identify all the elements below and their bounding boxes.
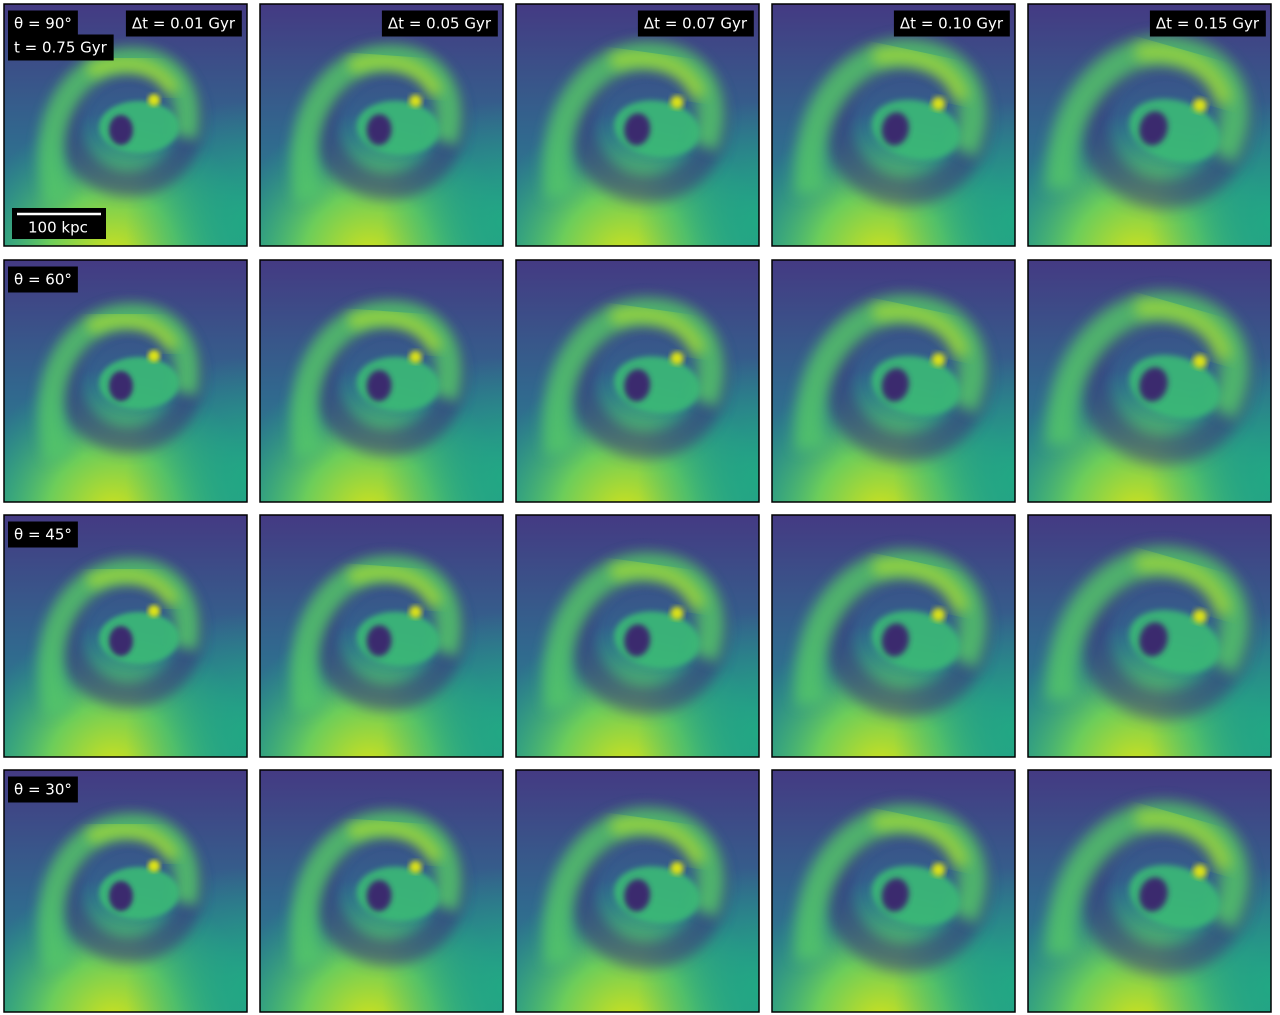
- label-text: θ = 30°: [14, 781, 72, 799]
- label-text: θ = 45°: [14, 526, 72, 544]
- panel: [4, 770, 247, 1012]
- label-text: Δt = 0.07 Gyr: [644, 15, 748, 33]
- panel: [4, 515, 247, 757]
- panel: [516, 260, 759, 502]
- panel: [1028, 515, 1271, 757]
- core-spot: [148, 350, 160, 362]
- label-text: θ = 90°: [14, 15, 72, 33]
- label-text: 100 kpc: [28, 219, 88, 237]
- core-spot: [148, 860, 160, 872]
- panel: [4, 260, 247, 502]
- label-box: Δt = 0.15 Gyr: [1150, 11, 1266, 37]
- panel: [1028, 770, 1271, 1012]
- core-hole: [109, 626, 133, 656]
- label-box: Δt = 0.01 Gyr: [126, 11, 242, 37]
- label-text: Δt = 0.01 Gyr: [132, 15, 236, 33]
- panel: [516, 770, 759, 1012]
- panel: [260, 4, 503, 246]
- label-text: Δt = 0.05 Gyr: [388, 15, 492, 33]
- panel: [772, 260, 1015, 502]
- core-hole: [109, 371, 133, 401]
- panel: [1028, 260, 1271, 502]
- core-spot: [148, 94, 160, 106]
- panel: [1028, 4, 1271, 246]
- label-box: θ = 45°: [8, 522, 78, 548]
- panel: [772, 770, 1015, 1012]
- label-box: θ = 30°: [8, 777, 78, 803]
- panel: [260, 770, 503, 1012]
- label-box: θ = 90°: [8, 11, 78, 37]
- panel: [772, 4, 1015, 246]
- label-text: Δt = 0.10 Gyr: [900, 15, 1004, 33]
- label-text: Δt = 0.15 Gyr: [1156, 15, 1260, 33]
- label-box: Δt = 0.05 Gyr: [382, 11, 498, 37]
- panel: [516, 4, 759, 246]
- core-spot: [148, 605, 160, 617]
- label-box: Δt = 0.07 Gyr: [638, 11, 754, 37]
- panel: [260, 260, 503, 502]
- core-hole: [109, 115, 133, 145]
- figure: Δt = 0.01 Gyr θ = 90° Δt = 0.05 Gyr Δt = 0.…: [0, 0, 1280, 1015]
- label-text: θ = 60°: [14, 271, 72, 289]
- label-text: t = 0.75 Gyr: [14, 39, 108, 57]
- core-hole: [109, 881, 133, 911]
- label-box: t = 0.75 Gyr: [8, 35, 114, 61]
- label-box: 100 kpc: [12, 208, 106, 239]
- panel: [772, 515, 1015, 757]
- label-box: Δt = 0.10 Gyr: [894, 11, 1010, 37]
- page: {"columns": ["Δt = 0.01 Gyr", "Δt = 0.05…: [0, 0, 1280, 1015]
- panel: [260, 515, 503, 757]
- panel: [516, 515, 759, 757]
- label-box: θ = 60°: [8, 267, 78, 293]
